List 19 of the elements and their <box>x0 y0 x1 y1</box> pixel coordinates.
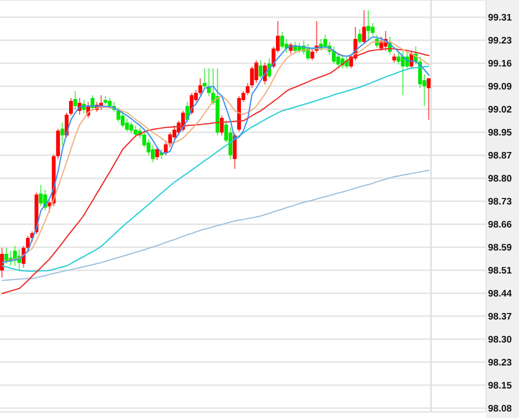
y-tick-label: 99.16 <box>488 58 512 70</box>
y-tick-label: 98.30 <box>488 334 512 346</box>
y-tick-label: 98.59 <box>488 242 512 254</box>
y-tick-label: 99.23 <box>488 36 512 47</box>
y-tick-label: 98.23 <box>488 358 512 369</box>
y-tick-label: 98.51 <box>488 266 512 277</box>
y-tick-label: 98.73 <box>488 196 512 208</box>
y-tick-label: 98.95 <box>488 128 512 139</box>
y-tick-label: 98.15 <box>488 380 512 392</box>
line-series <box>2 170 430 282</box>
y-tick-label: 99.31 <box>488 12 512 24</box>
y-tick-label: 98.44 <box>488 288 512 300</box>
y-tick-label: 98.80 <box>488 174 512 185</box>
y-tick-label: 98.87 <box>488 150 512 162</box>
y-tick-label: 99.09 <box>488 82 512 93</box>
y-tick-label: 98.37 <box>488 312 512 323</box>
y-tick-label: 98.66 <box>488 220 512 231</box>
y-tick-label: 98.08 <box>488 404 512 415</box>
y-tick-label: 99.02 <box>488 104 512 116</box>
